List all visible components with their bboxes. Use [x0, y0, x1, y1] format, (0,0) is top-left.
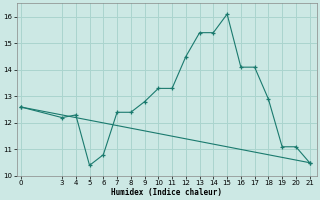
X-axis label: Humidex (Indice chaleur): Humidex (Indice chaleur)	[111, 188, 222, 197]
